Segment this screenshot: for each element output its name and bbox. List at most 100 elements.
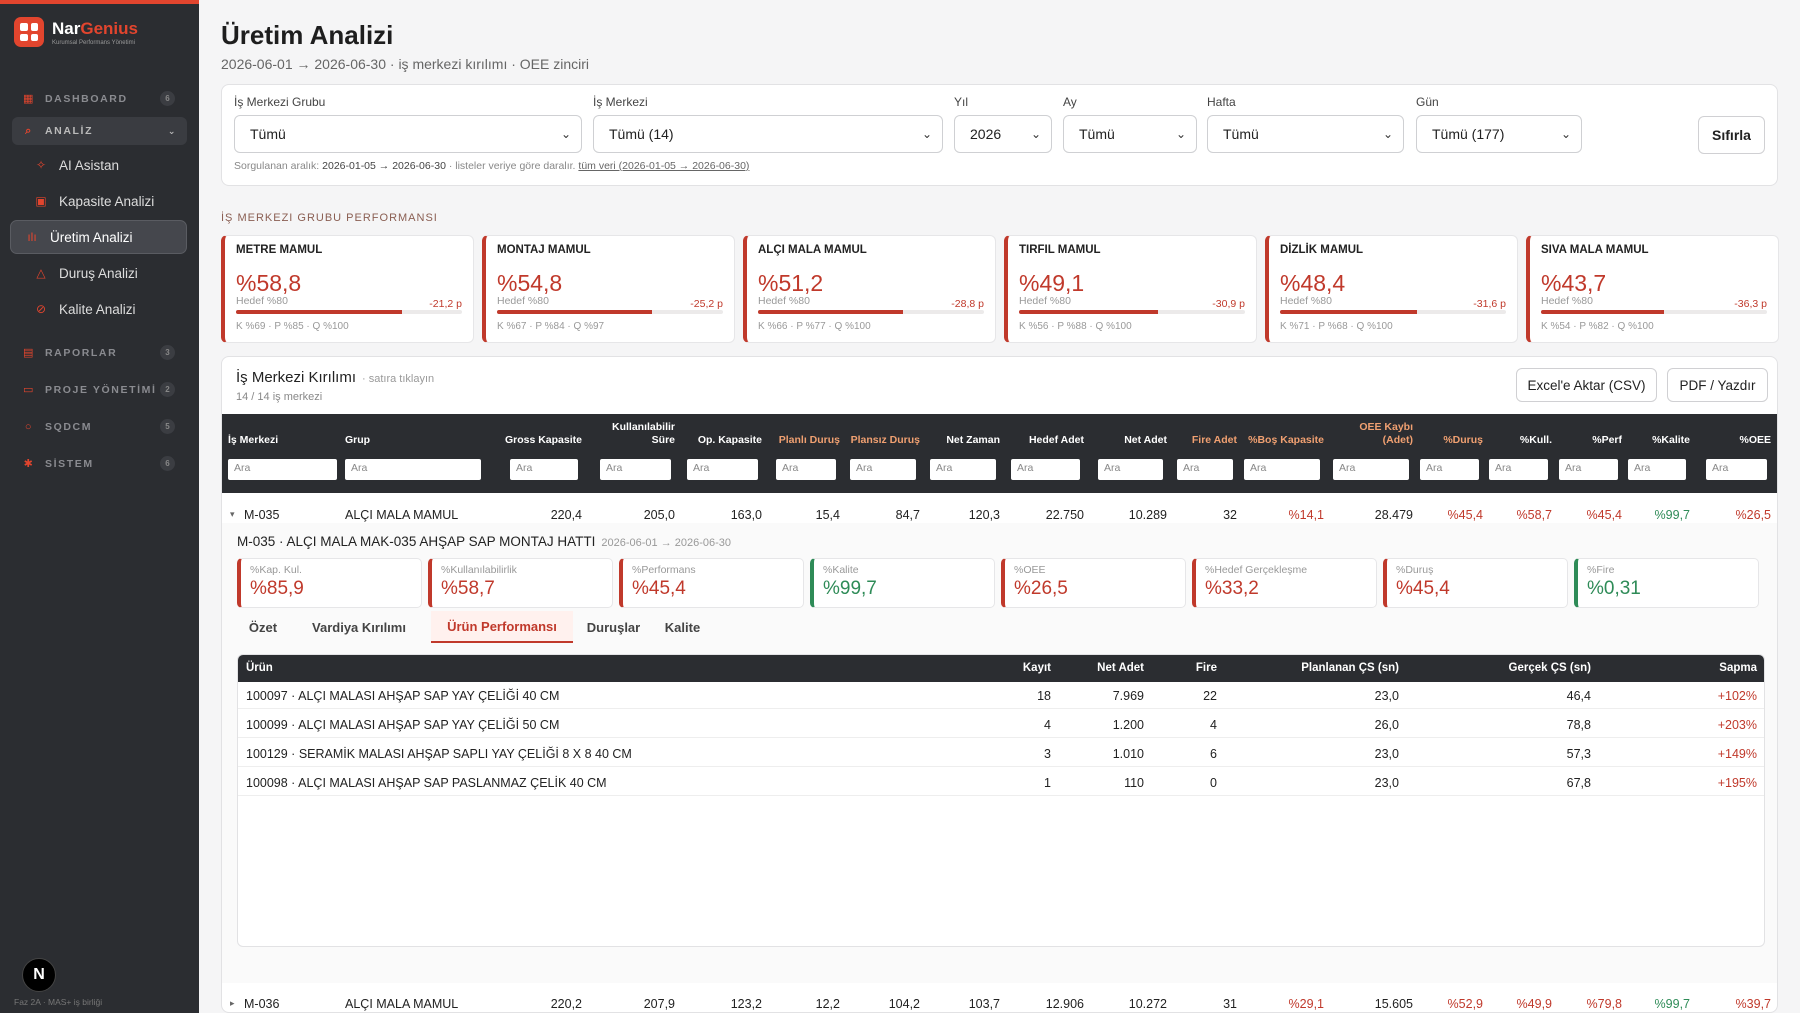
product-cell: +195% [1717,776,1757,790]
sidebar-item-kalite[interactable]: ⊘ Kalite Analizi [10,292,187,326]
group-card[interactable]: MONTAJ MAMUL %54,8 Hedef %80 -25,2 p K %67 ·… [482,235,735,343]
day-select[interactable]: Tümü (177) ⌄ [1416,115,1582,153]
kpi-label: %Duruş [1396,564,1434,576]
tab-kalite[interactable]: Kalite [664,619,701,635]
row-toggle-icon[interactable]: ▸ [230,998,235,1008]
column-filter-input[interactable]: Ara [1333,459,1409,480]
column-filter-input[interactable]: Ara [1706,459,1767,480]
count-badge: 5 [160,419,175,434]
tab-vardiya[interactable]: Vardiya Kırılımı [312,619,406,635]
group-select[interactable]: Tümü ⌄ [234,115,582,153]
nav-group-analiz[interactable]: ⌕ ANALİZ ⌄ [12,117,187,145]
group-card[interactable]: ALÇI MALA MAMUL %51,2 Hedef %80 -28,8 p K %6… [743,235,996,343]
group-card[interactable]: TIRFIL MAMUL %49,1 Hedef %80 -30,9 p K %56 ·… [1004,235,1257,343]
export-csv-button[interactable]: Excel'e Aktar (CSV) [1516,368,1657,402]
product-column-header[interactable]: Ürün [246,662,273,674]
export-pdf-button[interactable]: PDF / Yazdır [1667,368,1768,402]
product-cell: 110 [1124,776,1144,790]
column-filter-input[interactable]: Ara [345,459,481,480]
column-header[interactable]: %Perf [1592,434,1622,446]
nav-group-dashboard[interactable]: ▦ DASHBOARD 6 [0,80,199,117]
column-filter-input[interactable]: Ara [510,459,578,480]
nav-group-sistem[interactable]: ✱ SİSTEM 6 [0,445,199,482]
avatar[interactable]: N [22,958,56,992]
product-column-header[interactable]: Planlanan ÇS (sn) [1301,662,1399,674]
column-header[interactable]: Planlı Duruş [778,434,840,446]
column-header[interactable]: İş Merkezi [228,434,279,446]
product-column-header[interactable]: Gerçek ÇS (sn) [1508,662,1591,674]
column-header[interactable]: Kullanılabilir Süre [611,421,675,446]
sidebar-item-uretim[interactable]: ılı Üretim Analizi [10,220,187,254]
product-cell: 46,4 [1566,689,1591,703]
group-card[interactable]: METRE MAMUL %58,8 Hedef %80 -21,2 p K %69 · … [221,235,474,343]
sidebar-item-ai-asistan[interactable]: ✧ AI Asistan [10,148,187,182]
kpi-label: %Kullanılabilirlik [441,564,517,576]
column-filter-input[interactable]: Ara [1098,459,1163,480]
year-select[interactable]: 2026 ⌄ [954,115,1052,153]
chevron-down-icon: ⌄ [1560,127,1571,141]
group-kpq: K %54 · P %82 · Q %100 [1541,321,1654,332]
sidebar-item-kapasite[interactable]: ▣ Kapasite Analizi [10,184,187,218]
table-cell: ALÇI MALA MAMUL [345,997,459,1011]
column-filter-input[interactable]: Ara [1177,459,1233,480]
column-header[interactable]: Hedef Adet [1028,434,1084,446]
product-column-header[interactable]: Fire [1195,662,1217,674]
row-toggle-icon[interactable]: ▾ [230,509,235,519]
product-row[interactable]: 100098 · ALÇI MALASI AHŞAP SAP PASLANMAZ… [238,769,1764,796]
column-filter-input[interactable]: Ara [776,459,836,480]
sidebar-item-durus[interactable]: △ Duruş Analizi [10,256,187,290]
column-header[interactable]: Net Zaman [946,434,1000,446]
column-header[interactable]: Op. Kapasite [697,434,762,446]
table-row[interactable]: ▸ M-036 ALÇI MALA MAMUL 220,2 207,9 123,2 12,2… [222,990,1777,1012]
table-cell: 103,7 [968,997,1000,1011]
column-filter-input[interactable]: Ara [1420,459,1479,480]
column-filter-input[interactable]: Ara [930,459,996,480]
product-column-header[interactable]: Net Adet [1097,662,1144,674]
column-header[interactable]: %OEE [1739,434,1771,446]
column-filter-input[interactable]: Ara [1244,459,1320,480]
column-filter-input[interactable]: Ara [600,459,671,480]
tab-ozet[interactable]: Özet [248,619,278,635]
column-filter-input[interactable]: Ara [687,459,758,480]
product-column-header[interactable]: Kayıt [1022,662,1051,674]
product-row[interactable]: 100097 · ALÇI MALASI AHŞAP SAP YAY ÇELİĞ… [238,682,1764,709]
product-column-header[interactable]: Sapma [1719,662,1757,674]
center-select[interactable]: Tümü (14) ⌄ [593,115,943,153]
column-header[interactable]: %Boş Kapasite [1248,434,1324,446]
column-header[interactable]: Grup [345,434,371,446]
table-cell: 31 [1223,997,1237,1011]
search-icon: ⌕ [25,124,33,137]
group-card[interactable]: DİZLİK MAMUL %48,4 Hedef %80 -31,6 p K %71 ·… [1265,235,1518,343]
circle-icon: ○ [24,420,34,433]
column-filter-input[interactable]: Ara [1628,459,1686,480]
nav-group-proje[interactable]: ▭ PROJE YÖNETİMİ 2 [0,371,199,408]
column-header[interactable]: %Kull. [1519,434,1552,446]
brand-logo[interactable]: NarGenius Kurumsal Performans Yönetimi [0,4,199,60]
column-filter-input[interactable]: Ara [1489,459,1548,480]
product-row[interactable]: 100099 · ALÇI MALASI AHŞAP SAP YAY ÇELİĞ… [238,711,1764,738]
table-cell: 15.605 [1374,997,1413,1011]
column-header[interactable]: Plansız Duruş [850,434,920,446]
product-row[interactable]: 100129 · SERAMİK MALASI AHŞAP SAPLI YAY … [238,740,1764,767]
tab-urun-performansi[interactable]: Ürün Performansı [431,611,573,643]
nav-group-raporlar[interactable]: ▤ RAPORLAR 3 [0,334,199,371]
reset-button[interactable]: Sıfırla [1698,116,1765,154]
column-filter-input[interactable]: Ara [228,459,337,480]
tab-duruslar[interactable]: Duruşlar [586,619,641,635]
column-filter-input[interactable]: Ara [850,459,916,480]
all-data-link[interactable]: tüm veri (2026-01-05 → 2026-06-30) [578,160,750,172]
group-card[interactable]: SIVA MALA MAMUL %43,7 Hedef %80 -36,3 p K %5… [1526,235,1779,343]
column-header[interactable]: Net Adet [1124,434,1167,446]
column-header[interactable]: %Kalite [1652,434,1690,446]
column-header[interactable]: Fire Adet [1191,434,1237,446]
column-header[interactable]: Gross Kapasite [504,434,582,446]
column-header[interactable]: %Duruş [1443,434,1483,446]
month-select[interactable]: Tümü ⌄ [1063,115,1197,153]
warning-icon: △ [36,266,46,280]
column-header[interactable]: OEE Kaybı (Adet) [1359,421,1413,446]
nav-group-sqdcm[interactable]: ○ SQDCM 5 [0,408,199,445]
table-row[interactable]: ▾ M-035 ALÇI MALA MAMUL 220,4 205,0 163,0 15,4… [222,501,1777,528]
column-filter-input[interactable]: Ara [1559,459,1618,480]
column-filter-input[interactable]: Ara [1011,459,1080,480]
week-select[interactable]: Tümü ⌄ [1207,115,1404,153]
